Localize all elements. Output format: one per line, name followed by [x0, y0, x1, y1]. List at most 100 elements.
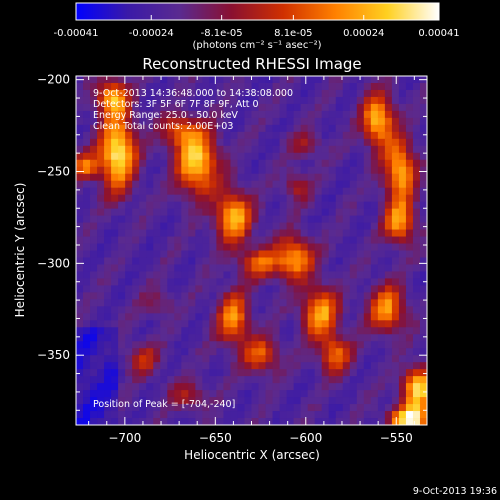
heatmap-cell	[153, 152, 161, 161]
heatmap-cell	[174, 89, 182, 98]
heatmap-cell	[139, 306, 147, 314]
heatmap-cell	[293, 187, 302, 196]
heatmap-cell	[363, 376, 372, 384]
heatmap-cell	[321, 103, 330, 112]
heatmap-cell	[111, 383, 119, 391]
heatmap-cell	[335, 76, 344, 84]
heatmap-cell	[356, 348, 365, 356]
heatmap-cell	[328, 194, 337, 203]
heatmap-cell	[90, 271, 98, 279]
heatmap-cell	[90, 313, 98, 321]
heatmap-cell	[391, 327, 400, 335]
heatmap-cell	[328, 313, 337, 321]
heatmap-cell	[97, 96, 105, 105]
heatmap-cell	[286, 257, 295, 265]
annotation-block: 9-Oct-2013 14:36:48.000 to 14:38:08.000 …	[93, 88, 293, 132]
heatmap-cell	[111, 250, 119, 258]
heatmap-cell	[125, 243, 133, 251]
heatmap-cell	[237, 348, 245, 356]
heatmap-cell	[188, 250, 196, 258]
heatmap-cell	[377, 138, 386, 147]
peak-position-label: Position of Peak = [-704,-240]	[93, 399, 235, 410]
heatmap-cell	[335, 117, 344, 126]
heatmap-cell	[230, 222, 238, 230]
heatmap-cell	[251, 306, 259, 314]
heatmap-cell	[321, 264, 330, 272]
heatmap-cell	[342, 390, 351, 398]
heatmap-cell	[125, 215, 133, 223]
heatmap-cell	[370, 376, 379, 384]
heatmap-cell	[335, 404, 344, 412]
heatmap-cell	[223, 250, 231, 258]
heatmap-cell	[146, 264, 154, 272]
heatmap-cell	[412, 376, 421, 384]
heatmap-cell	[258, 166, 266, 175]
heatmap-cell	[384, 117, 393, 126]
heatmap-cell	[216, 334, 224, 342]
heatmap-cell	[328, 138, 337, 147]
heatmap-cell	[412, 117, 421, 126]
heatmap-cell	[209, 117, 217, 126]
heatmap-cell	[405, 103, 414, 112]
heatmap-cell	[188, 180, 196, 189]
heatmap-cell	[125, 145, 133, 154]
heatmap-cell	[202, 271, 210, 279]
heatmap-cell	[104, 320, 112, 328]
heatmap-cell	[167, 194, 175, 203]
heatmap-cell	[146, 334, 154, 342]
heatmap-cell	[244, 355, 252, 363]
heatmap-cell	[244, 76, 252, 84]
heatmap-cell	[153, 236, 161, 244]
heatmap-cell	[230, 180, 238, 189]
heatmap-cell	[272, 131, 280, 140]
heatmap-cell	[118, 110, 126, 119]
heatmap-cell	[167, 250, 175, 258]
heatmap-cell	[391, 313, 400, 321]
heatmap-cell	[370, 348, 379, 356]
heatmap-cell	[167, 145, 175, 154]
heatmap-cell	[146, 327, 154, 335]
heatmap-cell	[174, 278, 182, 286]
heatmap-cell	[244, 222, 252, 230]
heatmap-cell	[111, 278, 119, 286]
heatmap-cell	[223, 173, 231, 182]
heatmap-cell	[300, 250, 309, 258]
heatmap-cell	[223, 152, 231, 161]
heatmap-cell	[293, 215, 302, 223]
heatmap-cell	[76, 201, 84, 210]
heatmap-cell	[111, 292, 119, 300]
heatmap-cell	[370, 341, 379, 349]
heatmap-cell	[384, 362, 393, 370]
heatmap-cell	[293, 131, 302, 140]
heatmap-cell	[363, 348, 372, 356]
heatmap-cell	[230, 152, 238, 161]
heatmap-cell	[384, 145, 393, 154]
heatmap-cell	[202, 117, 210, 126]
heatmap-cell	[419, 145, 427, 154]
heatmap-cell	[314, 159, 323, 168]
heatmap-cell	[321, 355, 330, 363]
heatmap-cell	[181, 348, 189, 356]
heatmap-cell	[216, 180, 224, 189]
heatmap-cell	[398, 138, 407, 147]
heatmap-cell	[90, 215, 98, 223]
heatmap-cell	[237, 369, 245, 377]
heatmap-cell	[188, 131, 196, 140]
heatmap-cell	[314, 103, 323, 112]
heatmap-cell	[349, 383, 358, 391]
heatmap-cell	[209, 236, 217, 244]
heatmap-cell	[377, 285, 386, 293]
heatmap-cell	[139, 173, 147, 182]
heatmap-cell	[356, 411, 365, 419]
heatmap-cell	[188, 208, 196, 216]
heatmap-cell	[342, 341, 351, 349]
heatmap-cell	[300, 124, 309, 133]
heatmap-cell	[97, 257, 105, 265]
heatmap-cell	[328, 187, 337, 196]
heatmap-cell	[125, 96, 133, 105]
heatmap-cell	[342, 327, 351, 335]
heatmap-cell	[97, 124, 105, 133]
heatmap-cell	[132, 117, 140, 126]
heatmap-cell	[286, 89, 295, 98]
heatmap-cell	[223, 299, 231, 307]
